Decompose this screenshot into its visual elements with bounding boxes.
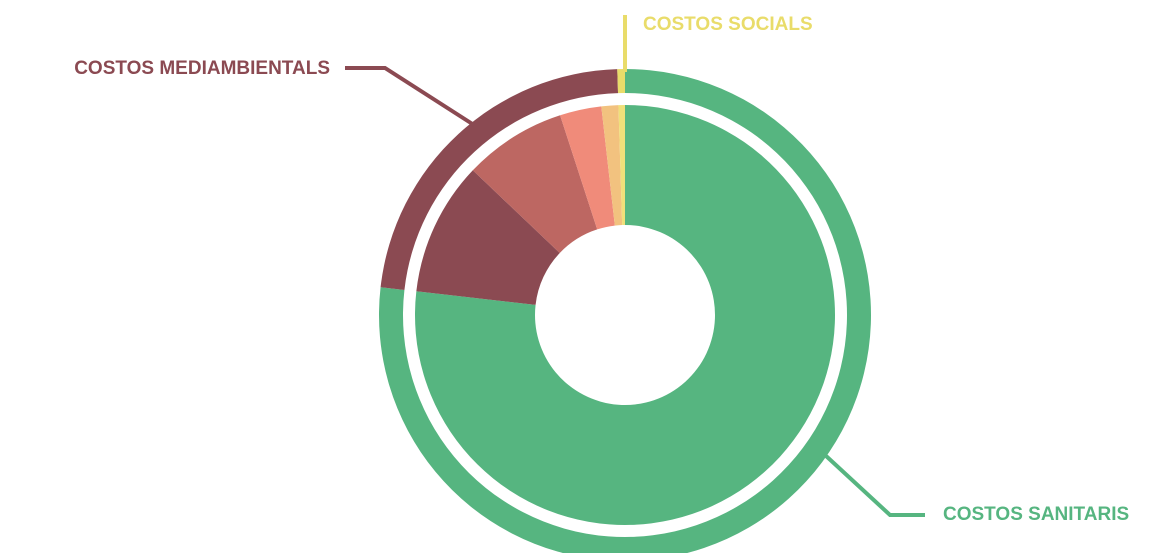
group-label: COSTOS SANITARIS	[943, 504, 1129, 525]
slice	[560, 106, 615, 230]
group-label: COSTOS SOCIALS	[643, 14, 813, 35]
leader-line	[823, 453, 925, 517]
slice	[618, 105, 625, 226]
slice	[416, 170, 560, 305]
slices	[379, 69, 871, 553]
slice	[380, 69, 619, 290]
leader-line	[345, 66, 476, 127]
slice	[415, 105, 836, 525]
slice	[472, 115, 598, 253]
slice	[601, 105, 623, 226]
group-label: COSTOS MEDIAMBIENTALS	[74, 58, 330, 79]
slice	[617, 69, 625, 94]
